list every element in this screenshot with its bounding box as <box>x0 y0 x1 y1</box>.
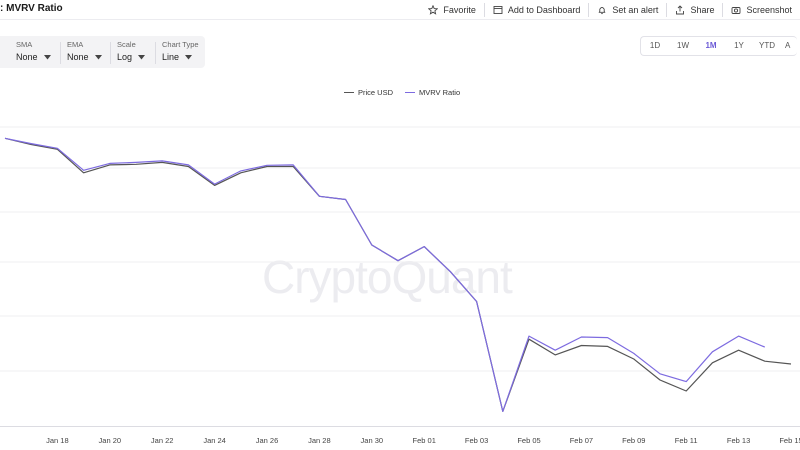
favorite-button[interactable]: Favorite <box>420 3 484 17</box>
scale-value: Log <box>117 52 133 62</box>
sma-value: None <box>16 52 38 62</box>
chart-type-label: Chart Type <box>162 40 199 49</box>
legend-label-price: Price USD <box>358 88 394 97</box>
legend-item-mvrv[interactable]: MVRV Ratio <box>405 88 460 97</box>
sma-select[interactable]: None <box>16 52 51 62</box>
scale-select[interactable]: Log <box>117 52 146 62</box>
chart-type-value: Line <box>162 52 180 62</box>
add-to-dashboard-button[interactable]: Add to Dashboard <box>483 3 589 17</box>
share-button[interactable]: Share <box>666 3 722 17</box>
x-tick-label: Feb 07 <box>570 436 593 445</box>
caret-down-icon <box>185 54 193 59</box>
ema-label: EMA <box>67 40 84 49</box>
x-tick-label: Jan 20 <box>99 436 122 445</box>
screenshot-button[interactable]: Screenshot <box>722 3 800 17</box>
range-ytd-button[interactable]: YTD <box>759 41 775 50</box>
x-tick-label: Feb 05 <box>517 436 540 445</box>
x-tick-label: Feb 13 <box>727 436 750 445</box>
dashboard-icon <box>493 6 503 14</box>
ema-select[interactable]: None <box>67 52 102 62</box>
caret-down-icon <box>94 54 102 59</box>
series-line-mvrv-ratio <box>4 137 766 412</box>
legend-item-price[interactable]: Price USD <box>344 88 393 97</box>
time-range-selector: 1D 1W 1M 1Y YTD A <box>640 36 797 56</box>
sma-label: SMA <box>16 40 33 49</box>
x-tick-label: Jan 24 <box>203 436 226 445</box>
scale-control[interactable]: Scale Log <box>109 40 146 64</box>
page-title: : MVRV Ratio <box>0 3 63 14</box>
top-bar: : MVRV Ratio Favorite Add to Dashboard S… <box>0 0 800 20</box>
chart-legend: Price USD MVRV Ratio <box>344 88 472 97</box>
set-alert-button[interactable]: Set an alert <box>588 3 666 17</box>
sma-control[interactable]: SMA None <box>16 40 51 62</box>
set-alert-label: Set an alert <box>612 5 659 15</box>
x-tick-label: Feb 11 <box>675 436 698 445</box>
legend-swatch-mvrv <box>405 91 416 94</box>
screenshot-label: Screenshot <box>746 5 792 15</box>
header-actions: Favorite Add to Dashboard Set an alert S… <box>420 0 800 20</box>
range-1y-button[interactable]: 1Y <box>734 41 744 50</box>
chart-type-control[interactable]: Chart Type Line <box>155 40 199 64</box>
scale-label: Scale <box>117 40 136 49</box>
caret-down-icon <box>43 54 51 59</box>
range-all-button[interactable]: A <box>785 41 791 50</box>
share-label: Share <box>690 5 715 15</box>
add-to-dashboard-label: Add to Dashboard <box>507 5 581 15</box>
x-tick-label: Jan 30 <box>361 436 384 445</box>
range-1m-button[interactable]: 1M <box>705 41 717 50</box>
caret-down-icon <box>138 54 146 59</box>
legend-swatch-price <box>344 91 354 94</box>
x-tick-label: Jan 26 <box>256 436 279 445</box>
legend-label-mvrv: MVRV Ratio <box>419 88 461 97</box>
ema-value: None <box>67 52 89 62</box>
series-line-price-usd <box>4 137 792 412</box>
range-1w-button[interactable]: 1W <box>677 41 689 50</box>
chart-type-select[interactable]: Line <box>162 52 199 62</box>
x-tick-label: Jan 18 <box>46 436 69 445</box>
camera-icon <box>732 7 741 14</box>
x-tick-label: Feb 09 <box>622 436 645 445</box>
favorite-label: Favorite <box>443 5 476 15</box>
share-icon <box>676 5 685 15</box>
range-1d-button[interactable]: 1D <box>649 41 661 50</box>
star-icon <box>428 5 439 15</box>
x-tick-label: Feb 03 <box>465 436 488 445</box>
ema-control[interactable]: EMA None <box>60 40 102 64</box>
x-tick-label: Feb 01 <box>413 436 436 445</box>
x-tick-label: Jan 28 <box>308 436 331 445</box>
x-tick-label: Feb 15 <box>779 436 800 445</box>
chart-controls: SMA None EMA None Scale Log Chart Type L… <box>0 36 205 68</box>
x-tick-label: Jan 22 <box>151 436 174 445</box>
bell-icon <box>598 6 606 15</box>
